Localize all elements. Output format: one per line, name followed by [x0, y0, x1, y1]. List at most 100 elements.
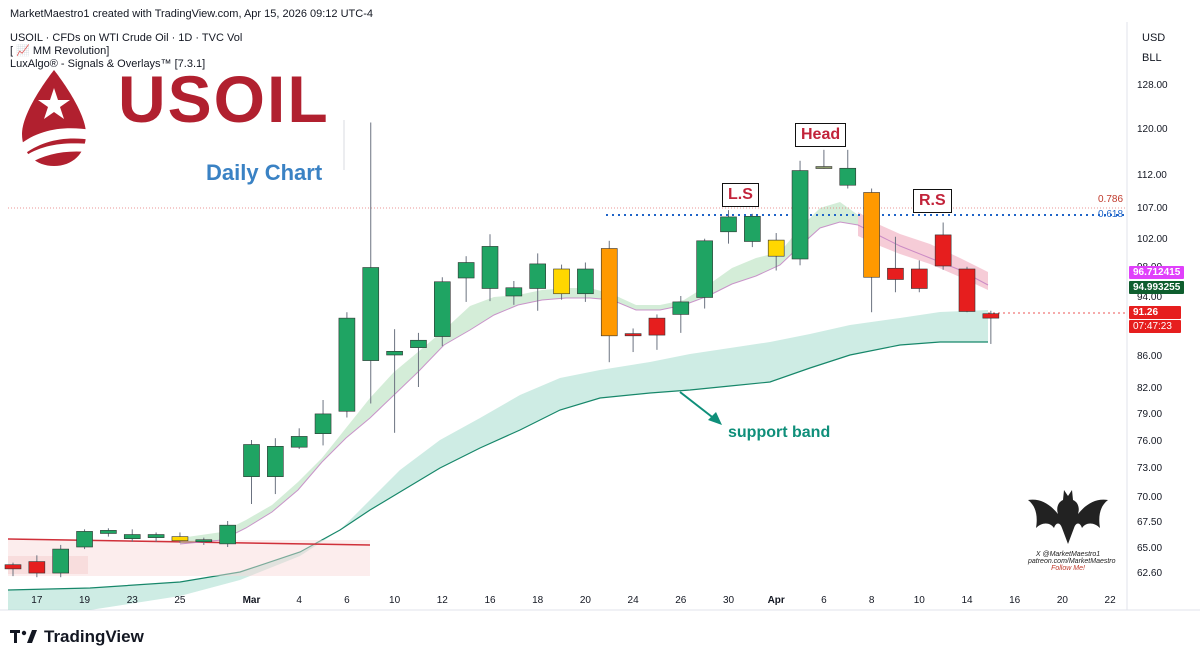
logo-text: USOIL [118, 62, 330, 136]
candle[interactable] [958, 266, 976, 313]
candle[interactable] [863, 188, 880, 313]
bat-icon [1028, 490, 1108, 544]
currency-label[interactable]: USD [1142, 32, 1166, 44]
candle[interactable] [147, 532, 165, 542]
candle-body [648, 317, 666, 336]
candle[interactable] [934, 222, 952, 270]
time-tick-label: 17 [31, 595, 43, 606]
candle-body [76, 531, 93, 548]
candle-body [863, 192, 880, 278]
candle[interactable] [76, 529, 93, 550]
symbol-line[interactable]: USOIL · CFDs on WTI Crude Oil · 1D · TVC… [10, 32, 243, 44]
candle[interactable] [887, 236, 904, 293]
candle[interactable] [481, 234, 499, 302]
candle-body [744, 216, 761, 242]
candle-body [481, 246, 499, 289]
candle[interactable] [4, 562, 22, 577]
candle[interactable] [815, 149, 833, 169]
candle[interactable] [386, 329, 403, 433]
candle[interactable] [100, 528, 117, 537]
price-tick-label: 73.00 [1137, 463, 1162, 474]
candle[interactable] [267, 438, 284, 495]
candle-body [529, 263, 547, 289]
candle-body [982, 313, 1000, 319]
tradingview-brand[interactable]: TradingView [10, 627, 144, 647]
candle[interactable] [433, 277, 451, 347]
candle[interactable] [171, 532, 189, 543]
time-tick-label: Apr [768, 595, 785, 606]
time-tick-label: 6 [344, 595, 350, 606]
candle-body [958, 268, 976, 312]
candle[interactable] [362, 122, 380, 404]
candle[interactable] [28, 555, 46, 578]
support-band-line [7, 341, 988, 591]
candle[interactable] [195, 537, 213, 545]
candle[interactable] [600, 240, 618, 363]
candle-body [314, 413, 332, 434]
candle[interactable] [744, 213, 761, 248]
candle[interactable] [791, 160, 809, 266]
candle[interactable] [624, 328, 642, 353]
candle-body [28, 561, 46, 574]
candle[interactable] [410, 332, 427, 387]
time-tick-label: 14 [961, 595, 973, 606]
watermark-handle: X @MarketMaestro1 [1035, 551, 1101, 558]
candle[interactable] [648, 314, 666, 350]
time-tick-label: 18 [532, 595, 544, 606]
support-arrow [679, 391, 717, 421]
candle[interactable] [672, 296, 690, 333]
candle[interactable] [243, 440, 260, 504]
time-tick-label: 6 [821, 595, 827, 606]
candle-body [624, 333, 642, 337]
indicator-mm-revolution[interactable]: [ 📈 MM Revolution] [10, 45, 110, 57]
candle-body [386, 351, 403, 356]
candle[interactable] [290, 428, 308, 449]
time-tick-label: 20 [580, 595, 592, 606]
candle[interactable] [910, 260, 928, 293]
bar-countdown-tag: 07:47:23 [1129, 320, 1181, 333]
candle-body [505, 287, 523, 297]
candle[interactable] [505, 281, 523, 305]
candle-body [600, 248, 618, 337]
candle[interactable] [696, 238, 713, 309]
candle-body [696, 240, 713, 298]
candles-layer [4, 122, 1000, 578]
time-tick-label: 10 [389, 595, 401, 606]
candle[interactable] [529, 253, 547, 311]
watermark-patreon: patreon.com/MarketMaestro [1028, 558, 1116, 565]
time-tick-label: 10 [914, 595, 926, 606]
time-tick-label: 12 [437, 595, 449, 606]
price-tick-label: 70.00 [1137, 492, 1162, 503]
candle-body [410, 339, 427, 348]
trend-ribbon-bear [858, 212, 988, 290]
candle[interactable] [314, 400, 332, 446]
candle[interactable] [553, 264, 570, 300]
time-tick-label: 19 [79, 595, 91, 606]
candle-body [123, 534, 141, 539]
ribbon-value-tag: 96.712415 [1129, 266, 1185, 279]
chart-subtitle: Daily Chart [206, 160, 323, 185]
candle[interactable] [839, 149, 857, 189]
candle-body [195, 539, 213, 543]
indicator-luxalgo[interactable]: LuxAlgo® - Signals & Overlays™ [7.3.1] [10, 58, 206, 70]
price-tick-label: 82.00 [1137, 383, 1162, 394]
candle[interactable] [457, 256, 475, 302]
price-tick-label: 107.00 [1137, 203, 1168, 214]
time-tick-label: 26 [675, 595, 687, 606]
candle-body [338, 317, 356, 412]
unit-label[interactable]: BLL [1142, 52, 1162, 64]
candle[interactable] [219, 521, 236, 547]
price-tick-label: 62.60 [1137, 568, 1162, 579]
candle[interactable] [767, 233, 785, 271]
candle[interactable] [982, 310, 1000, 344]
candle-body [910, 268, 928, 289]
candle[interactable] [577, 262, 594, 302]
candle[interactable] [720, 210, 737, 244]
candle[interactable] [338, 312, 356, 418]
candle[interactable] [52, 544, 70, 578]
candle[interactable] [123, 529, 141, 542]
watermark-follow: Follow Me! [1051, 565, 1085, 572]
candle-body [934, 234, 952, 267]
brand-name: TradingView [44, 627, 144, 646]
